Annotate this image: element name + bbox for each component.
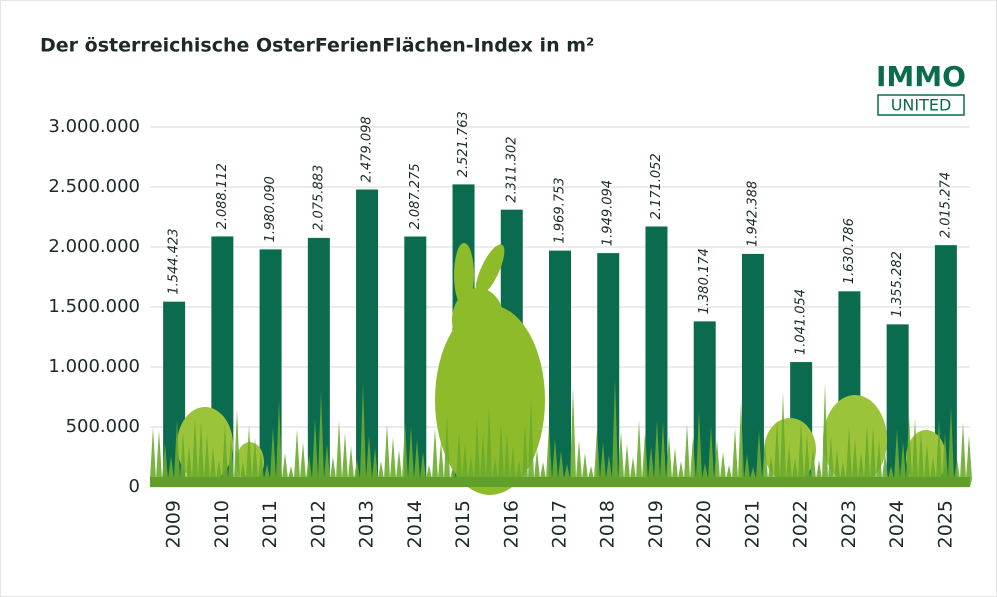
y-tick-label: 2.000.000: [48, 236, 140, 257]
value-label: 1.041.054: [794, 289, 809, 355]
x-tick-label: 2022: [790, 500, 812, 548]
y-tick-label: 3.000.000: [48, 116, 140, 137]
bunny-ear: [454, 243, 474, 307]
y-tick-label: 500.000: [66, 416, 140, 437]
chart-title: Der österreichische OsterFerienFlächen-I…: [40, 35, 594, 57]
logo-top: IMMO: [876, 60, 966, 93]
value-label: 1.630.786: [842, 218, 857, 284]
value-label: 1.380.174: [697, 248, 712, 314]
x-tick-label: 2021: [741, 500, 763, 548]
x-tick-label: 2010: [211, 500, 233, 548]
x-tick-label: 2020: [693, 500, 715, 548]
value-label: 1.980.090: [263, 176, 278, 242]
chart: Der österreichische OsterFerienFlächen-I…: [0, 0, 997, 597]
value-label: 2.075.883: [311, 165, 326, 231]
value-label: 2.521.763: [456, 111, 471, 177]
logo-bottom: UNITED: [891, 96, 952, 115]
value-label: 1.969.753: [553, 177, 568, 243]
y-tick-label: 1.000.000: [48, 356, 140, 377]
value-label: 2.311.302: [504, 136, 519, 202]
value-label: 1.942.388: [745, 181, 760, 247]
grass-base: [150, 477, 970, 487]
bar: [356, 190, 378, 487]
bar: [549, 251, 571, 487]
x-tick-label: 2012: [307, 500, 329, 548]
x-tick-label: 2015: [452, 500, 474, 548]
value-label: 2.479.098: [360, 116, 375, 182]
x-tick-label: 2024: [886, 500, 908, 548]
value-label: 2.171.052: [649, 153, 664, 219]
value-label: 1.355.282: [890, 251, 905, 317]
bar: [742, 254, 764, 487]
y-tick-label: 2.500.000: [48, 176, 140, 197]
x-tick-label: 2025: [934, 500, 956, 548]
x-tick-label: 2013: [356, 500, 378, 548]
bar: [404, 237, 426, 487]
value-label: 2.088.112: [215, 163, 230, 229]
x-tick-label: 2018: [597, 500, 619, 548]
x-tick-label: 2016: [500, 500, 522, 548]
y-tick-label: 0: [129, 476, 140, 497]
x-tick-label: 2014: [404, 500, 426, 548]
x-tick-label: 2009: [163, 500, 185, 548]
value-label: 1.949.094: [601, 180, 616, 246]
y-tick-label: 1.500.000: [48, 296, 140, 317]
value-label: 2.015.274: [938, 172, 953, 238]
x-tick-label: 2019: [645, 500, 667, 548]
value-label: 1.544.423: [167, 228, 182, 294]
x-tick-label: 2017: [549, 500, 571, 548]
x-tick-label: 2011: [259, 500, 281, 548]
value-label: 2.087.275: [408, 163, 423, 229]
x-tick-label: 2023: [838, 500, 860, 548]
